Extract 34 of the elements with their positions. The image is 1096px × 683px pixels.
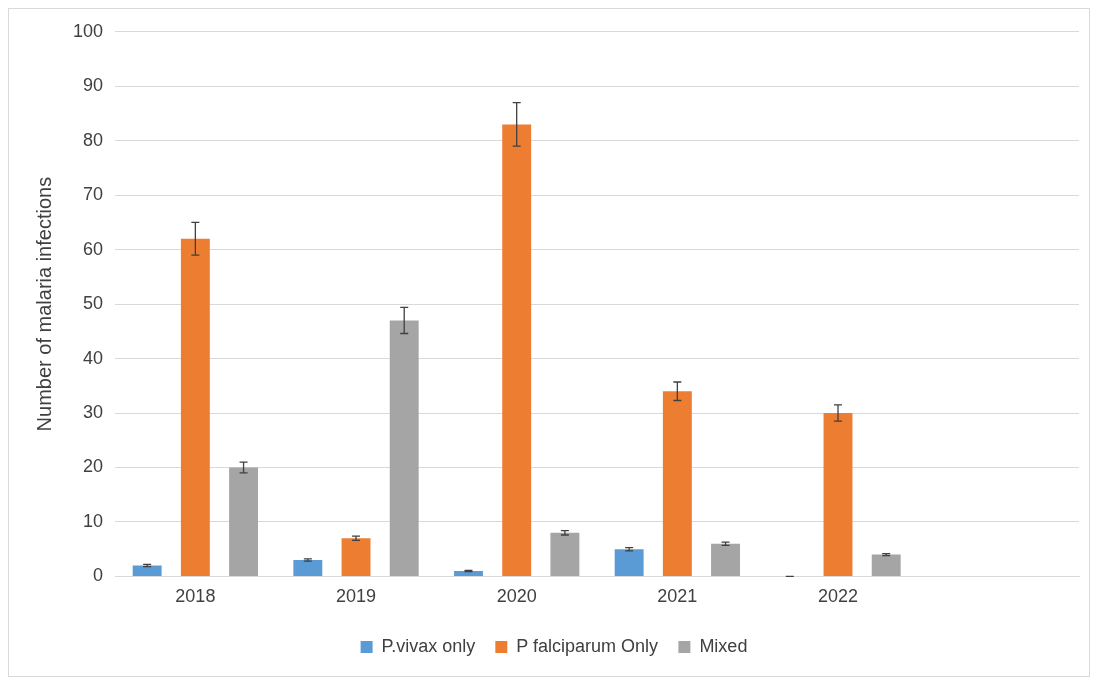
bar <box>502 124 532 576</box>
bar <box>662 391 692 576</box>
x-tick-label: 2022 <box>817 586 859 607</box>
bar <box>614 549 644 576</box>
bar <box>454 570 483 576</box>
y-tick-label: 20 <box>83 456 104 477</box>
bar <box>871 554 901 576</box>
y-tick-label: 70 <box>83 184 104 205</box>
bar <box>132 565 162 576</box>
legend-label: P.vivax only <box>381 635 476 656</box>
bar <box>389 320 419 576</box>
y-tick-label: 50 <box>83 293 104 314</box>
x-tick-label: 2021 <box>657 586 698 607</box>
y-tick-label: 0 <box>93 565 104 586</box>
y-tick-label: 90 <box>83 75 104 96</box>
bar <box>341 538 371 576</box>
y-tick-label: 80 <box>83 129 104 150</box>
bar <box>711 543 741 576</box>
y-tick-label: 40 <box>83 347 104 368</box>
bar <box>550 532 580 576</box>
x-tick-label: 2018 <box>175 586 216 607</box>
y-tick-label: 10 <box>83 510 104 531</box>
y-tick-label: 60 <box>83 238 104 259</box>
y-tick-label: 100 <box>72 20 104 41</box>
bar <box>293 560 323 576</box>
x-tick-label: 2019 <box>336 586 377 607</box>
bar <box>823 413 853 576</box>
bar <box>229 467 259 576</box>
legend-label: Mixed <box>699 635 748 656</box>
y-tick-label: 30 <box>83 401 104 422</box>
x-tick-label: 2020 <box>496 586 537 607</box>
bar <box>180 238 210 576</box>
legend-label: P falciparum Only <box>516 635 659 656</box>
y-axis-title: Number of malaria infections <box>32 176 55 432</box>
